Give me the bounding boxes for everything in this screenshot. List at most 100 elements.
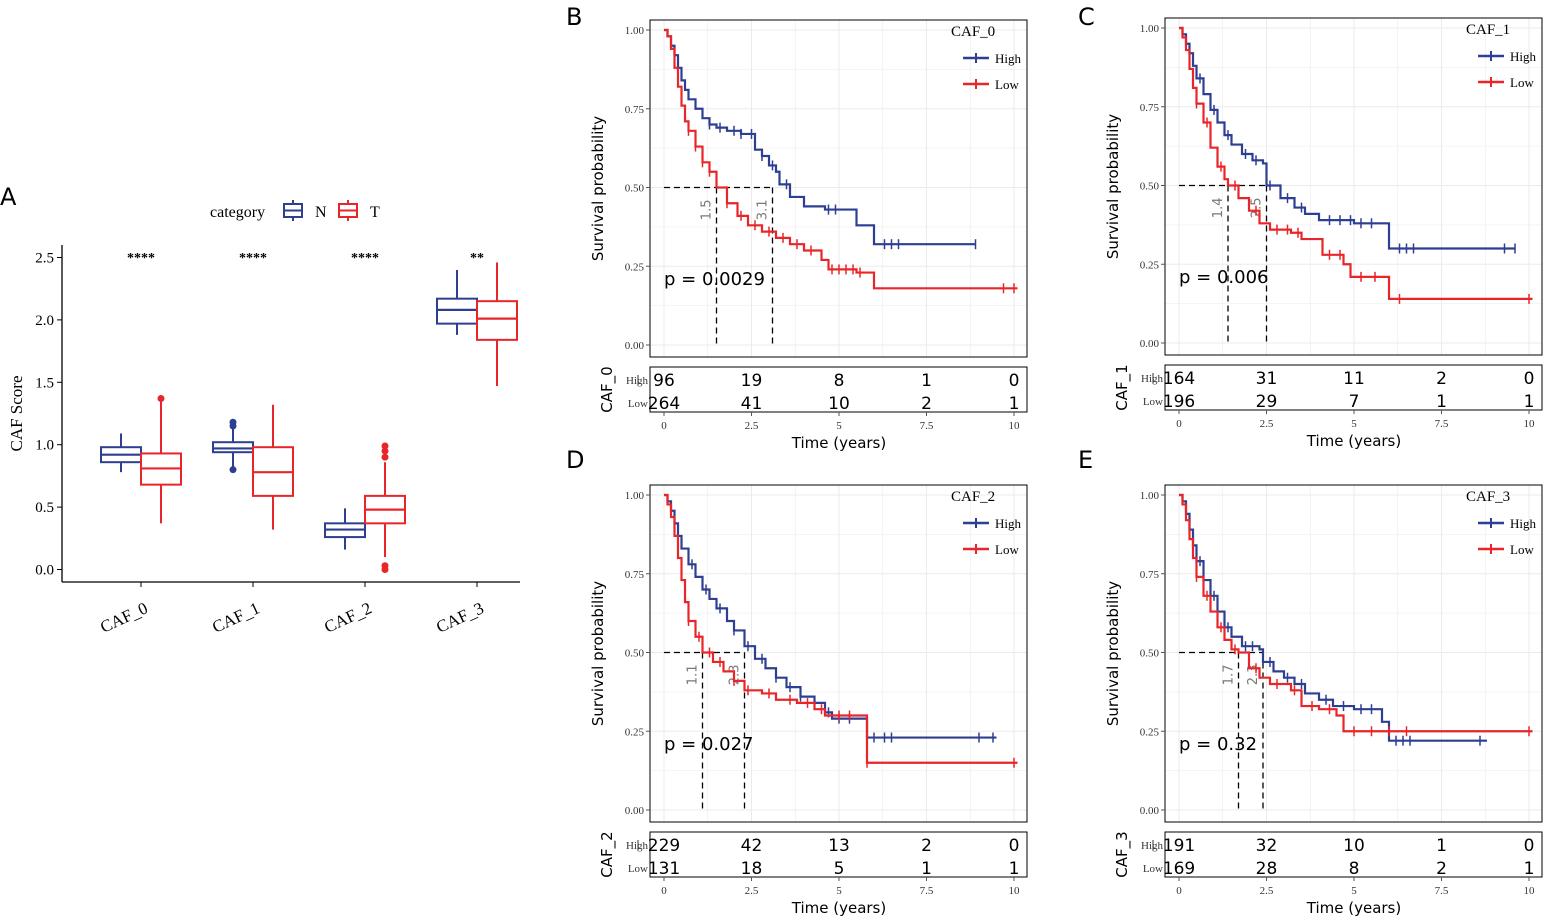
legend-label-t: T xyxy=(370,204,380,221)
risk-count: 10 xyxy=(1343,836,1365,856)
legend-label-high: High xyxy=(1510,516,1537,531)
survival-step-line xyxy=(664,28,1018,290)
y-tick-label: 0.25 xyxy=(625,261,645,273)
km-curve-low xyxy=(664,28,1018,294)
x-tick-label: 7.5 xyxy=(920,420,934,432)
pvalue-label: p = 0.027 xyxy=(664,734,753,755)
x-tick-label: 0 xyxy=(1176,418,1182,430)
pvalue-label: p = 0.0029 xyxy=(664,269,765,290)
risk-row-label: Low xyxy=(628,863,648,875)
y-tick-label: 2.5 xyxy=(35,250,54,266)
risk-count: 0 xyxy=(1524,836,1535,856)
panel-label-e: E xyxy=(1078,446,1093,474)
y-tick-label: 1.0 xyxy=(35,438,54,454)
risk-count: 13 xyxy=(828,836,850,856)
risk-count: 11 xyxy=(1343,369,1365,389)
y-tick-label: 0.00 xyxy=(1140,338,1160,350)
gridlines xyxy=(1165,485,1542,822)
y-tick-label: 0.00 xyxy=(1140,805,1160,817)
risk-count: 169 xyxy=(1163,859,1195,879)
legend-title: CAF_0 xyxy=(951,24,995,40)
risk-count: 96 xyxy=(653,371,675,391)
risk-count: 8 xyxy=(1349,859,1360,879)
y-axis-title: Survival probability xyxy=(589,581,607,726)
risk-count: 2 xyxy=(921,394,932,414)
km-panel-e: 1.7 2.3 0.00 0.25 0.50 0.75 1.00 Survival proba… xyxy=(1104,484,1543,917)
outlier-point xyxy=(157,395,165,403)
risk-count: 2 xyxy=(1436,369,1447,389)
y-tick-label: 1.00 xyxy=(625,490,645,502)
legend-label-low: Low xyxy=(995,542,1019,557)
significance-label: **** xyxy=(239,251,267,266)
median-lines: 1.4 2.5 xyxy=(1179,184,1268,343)
km-curve-low xyxy=(1179,493,1533,737)
risk-table: High 229 42 13 2 0 Low 131 18 5 1 1 CAF_2 xyxy=(598,831,1028,879)
risk-count: 1 xyxy=(1009,394,1020,414)
y-tick-label: 0.75 xyxy=(625,104,645,116)
risk-table-border xyxy=(1164,364,1543,411)
x-tick-label: CAF_1 xyxy=(209,598,262,636)
x-tick-label: 2.5 xyxy=(745,420,759,432)
x-tick-label: 2.5 xyxy=(745,885,759,897)
survival-step-line xyxy=(664,493,1018,764)
gridlines xyxy=(650,20,1027,357)
risk-count: 42 xyxy=(741,836,763,856)
risk-count: 19 xyxy=(741,371,763,391)
panel-label-d: D xyxy=(566,446,584,474)
risk-count: 1 xyxy=(921,371,932,391)
box-iqr xyxy=(476,300,518,341)
panel-label-a: A xyxy=(0,183,17,211)
survival-step-line xyxy=(1179,26,1515,250)
legend-label-high: High xyxy=(995,516,1022,531)
risk-count: 2 xyxy=(1436,859,1447,879)
significance-label: **** xyxy=(351,251,379,266)
survival-step-line xyxy=(1179,493,1533,733)
risk-count: 1 xyxy=(1436,836,1447,856)
y-tick-label: 0.75 xyxy=(1140,102,1160,114)
y-tick-label: 1.5 xyxy=(35,375,54,391)
y-axis-title: Survival probability xyxy=(1104,114,1122,259)
y-tick-label: 0.75 xyxy=(625,569,645,581)
x-axis-title: Time (years) xyxy=(791,434,886,452)
median-label: 1.5 xyxy=(700,200,715,221)
box-n-caf_3 xyxy=(436,269,478,335)
x-tick-label: CAF_3 xyxy=(433,598,486,636)
plot-border xyxy=(1164,484,1543,823)
x-tick-label: CAF_0 xyxy=(97,598,150,636)
x-tick-label: 7.5 xyxy=(1435,885,1449,897)
legend-label-high: High xyxy=(995,51,1022,66)
outlier-point xyxy=(381,562,389,570)
risk-strata-label: CAF_1 xyxy=(1113,364,1132,410)
panel-label-c: C xyxy=(1078,3,1095,31)
outlier-point xyxy=(381,442,389,450)
x-tick-label: 7.5 xyxy=(920,885,934,897)
box-n-caf_2 xyxy=(324,508,366,550)
legend-title: CAF_1 xyxy=(1466,22,1510,38)
median-label: 1.1 xyxy=(686,665,701,686)
significance-label: **** xyxy=(127,251,155,266)
risk-count: 0 xyxy=(1009,371,1020,391)
legend-title: category xyxy=(210,204,265,221)
x-tick-label: 2.5 xyxy=(1260,885,1274,897)
risk-row-label: Low xyxy=(1143,396,1163,408)
median-lines: 1.5 3.1 xyxy=(664,186,774,345)
x-axis-title: Time (years) xyxy=(1306,432,1401,450)
y-tick-label: 1.00 xyxy=(1140,490,1160,502)
risk-strata-label: CAF_0 xyxy=(598,366,617,412)
risk-count: 29 xyxy=(1256,392,1278,412)
risk-count: 1 xyxy=(1436,392,1447,412)
km-panel-b: 1.5 3.1 0.00 0.25 0.50 0.75 1.00 Survival proba… xyxy=(589,19,1028,452)
y-axis-title: Survival probability xyxy=(1104,581,1122,726)
outlier-point xyxy=(229,466,237,474)
x-tick-label: 0 xyxy=(661,885,667,897)
risk-count: 2 xyxy=(921,836,932,856)
significance-label: ** xyxy=(470,251,484,266)
x-tick-label: 5 xyxy=(836,420,842,432)
risk-count: 8 xyxy=(834,371,845,391)
outlier-point xyxy=(229,422,237,430)
pvalue-label: p = 0.006 xyxy=(1179,267,1268,288)
